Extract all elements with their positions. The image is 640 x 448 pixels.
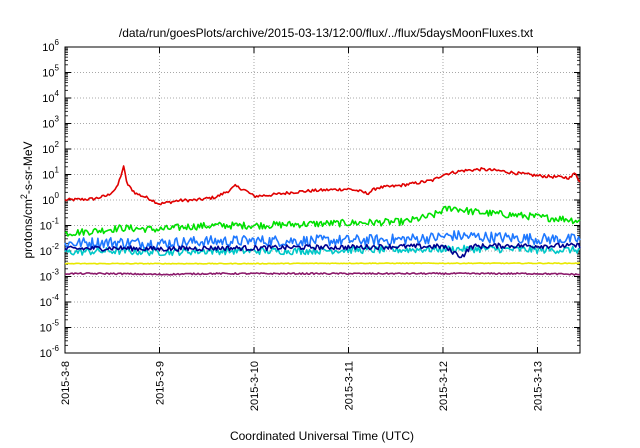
tick-marks xyxy=(64,46,580,354)
y-tick-label: 10-5 xyxy=(40,319,60,335)
y-tick-label: 10-2 xyxy=(40,242,60,258)
y-tick-label: 10-6 xyxy=(40,344,60,360)
y-tick-label: 100 xyxy=(42,191,59,207)
y-axis-label-superscript: 2 xyxy=(19,194,29,199)
y-axis-label-suffix: -s-sr-MeV xyxy=(21,141,35,194)
series-line-2 xyxy=(64,230,581,250)
x-tick-labels: 2015-3-8 2015-3-9 2015-3-10 2015-3-11 2015-3… xyxy=(60,361,544,411)
gridlines xyxy=(65,47,580,353)
y-tick-label: 10-1 xyxy=(40,217,60,233)
y-tick-label: 10-4 xyxy=(40,293,60,309)
y-tick-label: 103 xyxy=(42,115,59,131)
x-tick-label: 2015-3-11 xyxy=(343,361,355,410)
x-tick-label: 2015-3-13 xyxy=(532,361,544,411)
y-axis-label-prefix: protons/cm xyxy=(21,199,35,258)
x-axis-label: Coordinated Universal Time (UTC) xyxy=(230,429,414,443)
y-tick-label: 106 xyxy=(42,38,59,54)
y-tick-labels: 10-6 10-5 10-4 10-3 10-2 10-1 100 101 102 103 104 1… xyxy=(40,38,60,360)
series-line-4 xyxy=(64,242,581,259)
series-line-6 xyxy=(64,272,581,276)
series-line-5 xyxy=(64,262,581,265)
y-tick-label: 101 xyxy=(42,166,59,182)
x-tick-label: 2015-3-9 xyxy=(154,361,166,405)
y-tick-label: 104 xyxy=(42,89,59,105)
series-line-0 xyxy=(64,165,581,206)
plot-frame xyxy=(64,46,581,354)
chart-title: /data/run/goesPlots/archive/2015-03-13/1… xyxy=(119,26,534,40)
x-tick-label: 2015-3-12 xyxy=(438,361,450,411)
y-tick-label: 10-3 xyxy=(40,268,60,284)
series-lines xyxy=(64,165,581,276)
x-tick-label: 2015-3-8 xyxy=(60,361,72,405)
series-line-1 xyxy=(64,205,581,237)
y-tick-label: 102 xyxy=(42,140,59,156)
y-axis-label: protons/cm2-s-sr-MeV xyxy=(19,141,35,258)
x-tick-label: 2015-3-10 xyxy=(249,361,261,411)
y-tick-label: 105 xyxy=(42,64,59,80)
